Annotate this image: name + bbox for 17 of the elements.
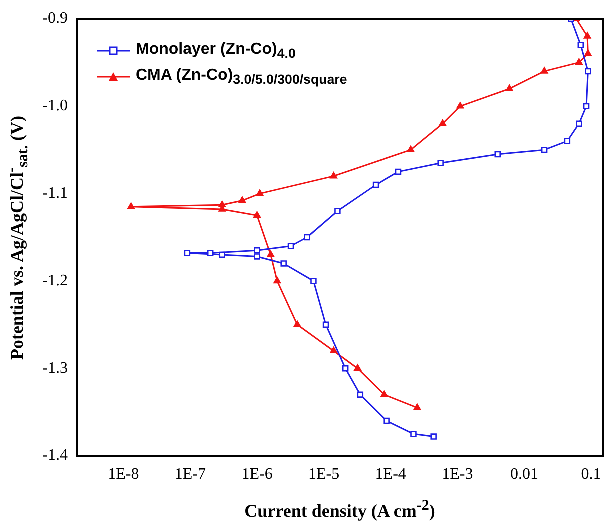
y-tick-label: -1.0 — [42, 98, 68, 115]
x-tick-label: 0.1 — [581, 466, 602, 483]
y-tick-label: -1.1 — [42, 185, 68, 202]
x-tick-label: 0.01 — [510, 466, 538, 483]
x-tick-label: 1E-7 — [174, 466, 206, 483]
y-tick-label: -1.2 — [42, 272, 68, 290]
x-tick-label: 1E-8 — [108, 466, 140, 483]
legend-label: CMA (Zn-Co)$_{3.0/5.0/300/square}$ — [136, 67, 348, 88]
x-tick-label: 1E-3 — [442, 466, 474, 483]
x-tick-label: 1E-4 — [375, 466, 406, 483]
x-tick-label: 1E-5 — [308, 466, 340, 483]
y-tick-label: -1.3 — [42, 360, 68, 377]
y-tick-label: -1.4 — [42, 447, 68, 464]
x-tick-label: 1E-6 — [242, 466, 273, 483]
legend-label: Monolayer (Zn-Co)$_{4.0}$ — [136, 41, 296, 62]
x-axis-title: Current density (A cm$^{-2}$) — [244, 498, 436, 522]
y-tick-label: -0.9 — [42, 10, 68, 28]
